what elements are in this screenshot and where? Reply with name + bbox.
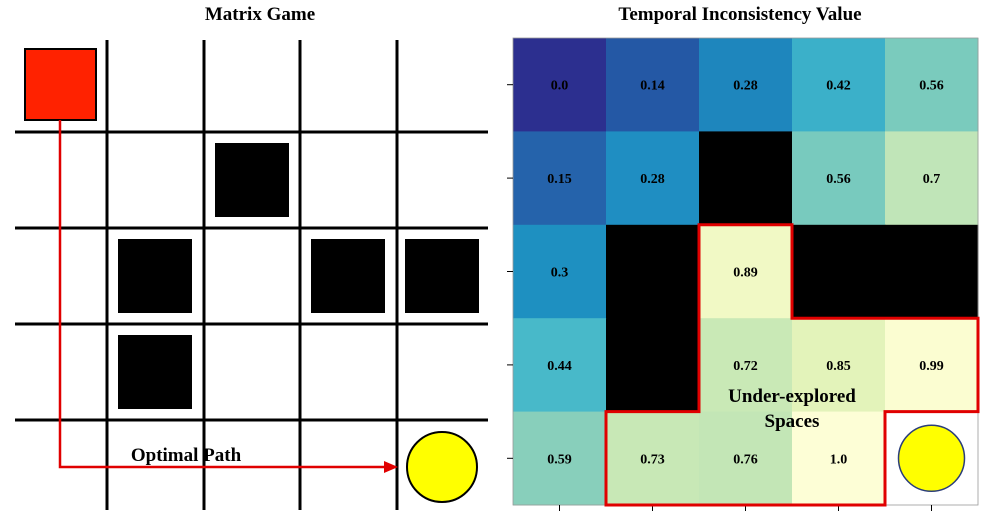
heatmap-cell <box>513 318 607 413</box>
cell-value-label: 1.0 <box>830 452 848 467</box>
cell-value-label: 0.73 <box>640 452 665 467</box>
cell-value-label: 0.42 <box>826 79 851 94</box>
heatmap-cell <box>792 318 886 413</box>
heatmap-cell <box>792 38 886 132</box>
heatmap-cell <box>699 131 793 226</box>
matrix-game-title: Matrix Game <box>204 4 316 25</box>
cell-value-label: 0.28 <box>733 79 758 94</box>
goal-circle <box>406 431 478 503</box>
cell-value-label: 0.15 <box>547 172 572 187</box>
obstacle-block <box>215 143 289 217</box>
heatmap-cell <box>513 38 607 132</box>
heatmap-cell <box>606 131 700 226</box>
heatmap-cell <box>606 411 700 506</box>
obstacle-block <box>311 239 385 313</box>
cell-value-label: 0.28 <box>640 172 665 187</box>
cell-value-label: 0.3 <box>551 266 569 281</box>
matrix-game-grid: Optimal Path <box>15 40 488 510</box>
optimal-path-arrowhead <box>384 461 398 473</box>
heatmap-cell <box>699 318 793 413</box>
heatmap-cell <box>885 224 979 319</box>
heatmap-cell <box>513 411 607 506</box>
heatmap-cell <box>606 38 700 132</box>
cell-value-label: 0.44 <box>547 359 572 374</box>
heatmap-cell <box>699 38 793 132</box>
cell-value-label: 0.7 <box>923 172 941 187</box>
under-explored-label: Spaces <box>765 411 820 432</box>
temporal-inconsistency-heatmap: 0.0 0.14 0.28 0.42 0.56 0.15 0.28 0.56 0.7 0.3 0.8… <box>507 37 980 511</box>
heatmap-cell <box>885 38 979 132</box>
heatmap-cell <box>792 411 886 506</box>
heatmap-cell <box>699 224 793 319</box>
heatmap-cell <box>606 318 700 413</box>
temporal-inconsistency-title: Temporal Inconsistency Value <box>618 4 862 25</box>
cell-value-label: 0.56 <box>826 172 851 187</box>
under-explored-outline <box>604 223 980 507</box>
heatmap-cell <box>606 224 700 319</box>
obstacle-block <box>405 239 479 313</box>
cell-value-label: 0.89 <box>733 266 758 281</box>
obstacle-block <box>118 239 192 313</box>
cell-value-label: 0.76 <box>733 452 758 467</box>
agent-square <box>24 48 97 121</box>
heatmap-cell <box>885 318 979 413</box>
cell-value-label: 0.14 <box>640 79 665 94</box>
cell-value-label: 0.59 <box>547 452 572 467</box>
cell-value-label: 0.85 <box>826 359 851 374</box>
cell-value-label: 0.99 <box>919 359 944 374</box>
cell-value-label: 0.56 <box>919 79 944 94</box>
goal-circle <box>897 424 966 493</box>
heatmap-cell <box>885 131 979 226</box>
obstacle-block <box>118 335 192 409</box>
optimal-path-line <box>58 120 390 469</box>
heatmap-cell <box>513 131 607 226</box>
heatmap-cell <box>792 131 886 226</box>
cell-value-label: 0.72 <box>733 359 758 374</box>
heatmap-cell <box>792 224 886 319</box>
under-explored-label: Under-explored <box>728 386 856 407</box>
heatmap-cell <box>513 224 607 319</box>
heatmap-cell <box>699 411 793 506</box>
optimal-path-label: Optimal Path <box>131 445 242 466</box>
cell-value-label: 0.0 <box>551 79 569 94</box>
